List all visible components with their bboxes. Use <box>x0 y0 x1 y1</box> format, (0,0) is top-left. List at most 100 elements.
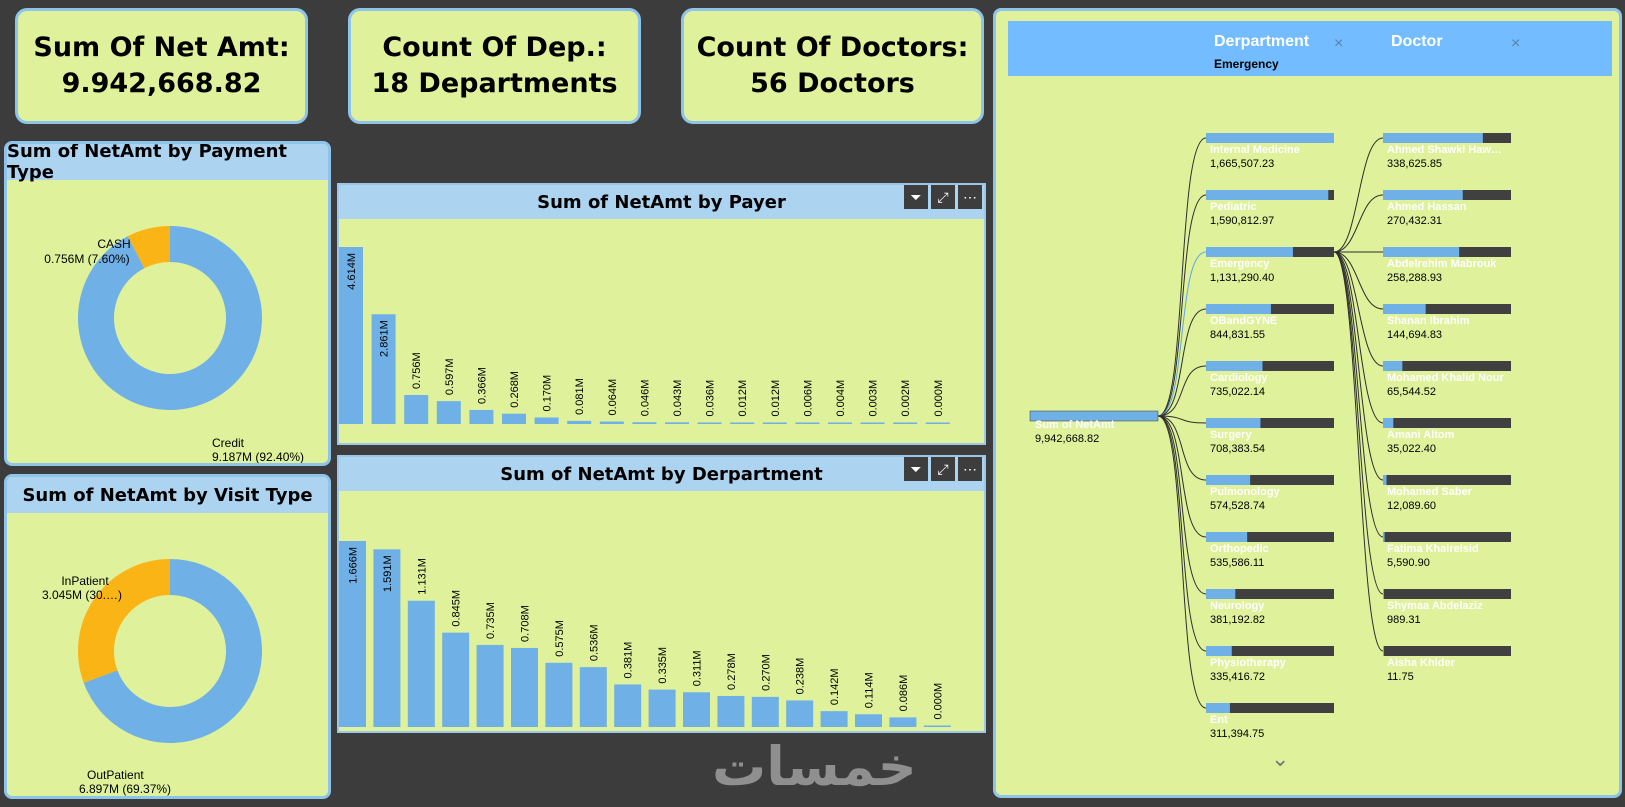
filter-icon[interactable]: ⏷ <box>904 457 928 481</box>
filter-icon[interactable]: ⏷ <box>904 185 928 209</box>
tree-connector <box>1333 251 1384 424</box>
focus-mode-icon[interactable]: ⤢ <box>931 185 955 209</box>
bar[interactable] <box>599 421 624 424</box>
tree-node-bar[interactable] <box>1206 247 1293 257</box>
bar[interactable] <box>371 314 396 424</box>
close-icon[interactable]: × <box>1511 35 1521 52</box>
bar[interactable] <box>648 689 676 727</box>
tree-node-value: 989.31 <box>1387 614 1421 626</box>
tree-node-track <box>1383 532 1511 542</box>
bar[interactable] <box>476 644 504 727</box>
bar[interactable] <box>697 422 722 425</box>
bar[interactable] <box>786 700 814 727</box>
bar[interactable] <box>404 394 429 424</box>
tree-node-bar[interactable] <box>1206 361 1263 371</box>
bar[interactable] <box>373 549 401 727</box>
tree-node-bar[interactable] <box>1383 190 1463 200</box>
bar[interactable] <box>717 695 745 727</box>
donut-slice-outpatient[interactable] <box>83 559 262 743</box>
bar[interactable] <box>436 401 461 424</box>
more-options-icon[interactable]: ⋯ <box>958 185 982 209</box>
tree-node-name: Shanan Ibrahim <box>1387 315 1470 327</box>
bar[interactable] <box>534 417 559 424</box>
tree-node-bar[interactable] <box>1383 532 1385 542</box>
tree-node-bar[interactable] <box>1206 589 1236 599</box>
tree-node-name: Emergency <box>1210 258 1270 270</box>
bar-data-label: 2.861M <box>379 320 391 357</box>
tree-node-bar[interactable] <box>1383 304 1426 314</box>
bar[interactable] <box>579 667 607 727</box>
tree-node-track <box>1206 361 1334 371</box>
bar[interactable] <box>820 711 848 727</box>
payer-bar-panel: Sum of NetAmt by Payer ⏷ ⤢ ⋯ 4.614M 2.861… <box>337 183 986 445</box>
tree-node-bar[interactable] <box>1383 133 1483 143</box>
tree-node-name: Mohamed Khalid Nour <box>1387 372 1504 384</box>
bar[interactable] <box>923 725 951 728</box>
bar[interactable] <box>889 717 917 727</box>
bar[interactable] <box>502 413 526 424</box>
bar[interactable] <box>893 422 918 425</box>
bar[interactable] <box>442 632 470 727</box>
bar[interactable] <box>925 422 950 425</box>
focus-mode-icon[interactable]: ⤢ <box>931 457 955 481</box>
bar-data-label: 0.086M <box>898 675 910 712</box>
tree-connector <box>1333 251 1384 652</box>
tree-node-bar[interactable] <box>1206 190 1329 200</box>
tree-node-bar[interactable] <box>1383 589 1384 599</box>
tree-node-bar[interactable] <box>1206 304 1271 314</box>
tree-node-bar[interactable] <box>1206 532 1248 542</box>
bar[interactable] <box>730 422 755 425</box>
chevron-down-icon[interactable]: ⌄ <box>1271 746 1290 771</box>
visit-type-title: Sum of NetAmt by Visit Type <box>7 477 328 513</box>
tree-node-name: Ent <box>1210 714 1228 726</box>
bar[interactable] <box>665 422 689 424</box>
bar[interactable] <box>545 662 573 727</box>
tree-root-value: 9,942,668.82 <box>1035 433 1099 445</box>
tree-node-name: Ahmed Hassan <box>1387 201 1467 213</box>
donut-slice-cash[interactable] <box>127 226 170 269</box>
donut-label-outpatient-name: OutPatient <box>87 768 144 782</box>
tree-node-bar[interactable] <box>1383 646 1384 656</box>
bar[interactable] <box>855 714 882 727</box>
tree-connector <box>1333 251 1384 538</box>
bar[interactable] <box>407 600 435 727</box>
tree-column-doctor[interactable]: Doctor <box>1391 33 1443 50</box>
tree-column-department[interactable]: Derpartment <box>1214 33 1310 50</box>
close-icon[interactable]: × <box>1334 35 1344 52</box>
tree-node-name: Amani Altom <box>1387 429 1455 441</box>
bar[interactable] <box>683 692 710 727</box>
tree-node-bar[interactable] <box>1206 703 1230 713</box>
bar[interactable] <box>339 541 366 727</box>
bar[interactable] <box>632 422 657 424</box>
tree-node-value: 65,544.52 <box>1387 386 1436 398</box>
tree-node-bar[interactable] <box>1206 646 1232 656</box>
tree-node-bar[interactable] <box>1206 475 1251 485</box>
bar-data-label: 1.131M <box>416 558 428 595</box>
bar[interactable] <box>762 422 787 425</box>
bar[interactable] <box>828 422 852 425</box>
bar[interactable] <box>567 420 592 424</box>
kpi-doctors-label: Count Of Doctors: <box>696 32 969 63</box>
tree-node-bar[interactable] <box>1383 247 1460 257</box>
bar[interactable] <box>469 409 494 424</box>
bar-data-label: 1.591M <box>382 555 394 592</box>
tree-node-bar[interactable] <box>1383 418 1394 428</box>
donut-slice-inpatient[interactable] <box>77 559 170 683</box>
department-bar-chart: 1.666M 1.591M 1.131M 0.845M 0.735M 0.708M 0.57… <box>339 541 951 728</box>
bar[interactable] <box>751 696 779 727</box>
tree-node-bar[interactable] <box>1383 361 1403 371</box>
donut-label-cash-value: 0.756M (7.60%) <box>44 252 129 266</box>
donut-slice-credit[interactable] <box>78 226 262 410</box>
bar-data-label: 0.064M <box>607 379 619 416</box>
bar[interactable] <box>511 647 538 727</box>
bar[interactable] <box>795 422 820 425</box>
tree-node-bar[interactable] <box>1383 475 1387 485</box>
bar[interactable] <box>339 247 363 424</box>
bar[interactable] <box>860 422 885 425</box>
tree-node-bar[interactable] <box>1206 133 1334 143</box>
tree-root-name: Sum of NetAmt <box>1035 419 1115 431</box>
more-options-icon[interactable]: ⋯ <box>958 457 982 481</box>
bar[interactable] <box>614 684 642 727</box>
donut-label-cash-name: CASH <box>97 237 130 251</box>
tree-node-bar[interactable] <box>1206 418 1261 428</box>
